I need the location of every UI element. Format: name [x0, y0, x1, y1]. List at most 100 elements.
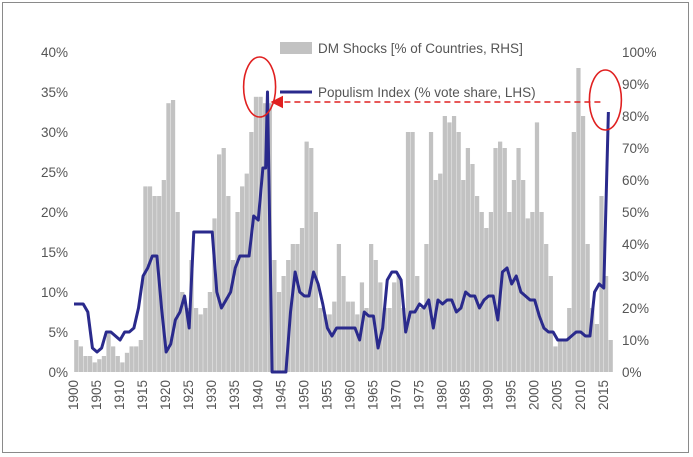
dm-shocks-bars: [74, 68, 613, 373]
dm-shocks-bar: [521, 180, 526, 372]
right-tick-label: 60%: [622, 173, 649, 188]
dm-shocks-bar: [124, 352, 130, 372]
dm-shocks-bar: [304, 141, 309, 372]
x-tick-label: 1980: [435, 380, 450, 410]
dm-shocks-bar: [410, 132, 415, 372]
dm-shocks-bar: [493, 148, 498, 372]
left-tick-label: 5%: [48, 325, 68, 340]
left-tick-label: 25%: [41, 165, 68, 180]
dm-shocks-bar: [516, 148, 521, 372]
dm-shocks-bar: [502, 148, 507, 372]
dm-shocks-bar: [534, 122, 540, 373]
dm-shocks-bar: [309, 148, 314, 372]
x-tick-label: 1910: [112, 380, 127, 410]
x-tick-label: 1970: [389, 380, 404, 410]
x-tick-label: 1945: [273, 380, 288, 410]
right-tick-label: 100%: [622, 45, 657, 60]
dm-shocks-bar: [378, 282, 383, 372]
dm-shocks-bar: [461, 180, 466, 372]
dm-shocks-bar: [433, 180, 438, 372]
dm-shocks-bar: [253, 96, 259, 373]
x-tick-label: 1900: [66, 380, 81, 410]
dm-shocks-bar: [230, 260, 236, 372]
left-tick-label: 20%: [41, 205, 68, 220]
right-axis-ticks: 0% 10% 20% 30% 40% 50% 60% 70% 80% 90% 100%: [622, 45, 657, 380]
dm-shocks-bar: [548, 276, 553, 372]
dm-shocks-bar: [152, 196, 157, 372]
dm-shocks-bar: [544, 244, 549, 372]
dm-shocks-bar: [115, 356, 120, 372]
dm-shocks-bar: [322, 314, 328, 372]
dm-shocks-bar: [474, 196, 480, 372]
dm-shocks-bar: [272, 260, 277, 372]
left-tick-label: 15%: [41, 245, 68, 260]
dm-shocks-bar: [530, 212, 535, 372]
dm-shocks-bar: [101, 356, 107, 372]
x-tick-label: 1985: [458, 380, 473, 410]
x-tick-label: 2005: [550, 380, 565, 410]
dm-shocks-bar: [249, 132, 254, 372]
dm-shocks-bar: [387, 308, 392, 372]
dm-shocks-bar: [143, 186, 148, 372]
x-tick-label: 2010: [573, 380, 588, 410]
dm-shocks-bar: [369, 244, 374, 372]
dm-shocks-bar: [147, 186, 153, 372]
dm-shocks-bar: [286, 260, 291, 372]
annotations: [242, 56, 623, 131]
left-tick-label: 30%: [41, 125, 68, 140]
x-tick-label: 1940: [250, 380, 265, 410]
left-tick-label: 0%: [48, 365, 68, 380]
dm-shocks-bar: [608, 340, 613, 372]
x-tick-label: 1965: [365, 380, 380, 410]
x-tick-label: 1905: [89, 380, 104, 410]
dm-shocks-bar: [327, 314, 332, 372]
x-tick-label: 1990: [481, 380, 496, 410]
dm-shocks-bar: [401, 308, 406, 372]
dm-shocks-bar: [562, 340, 567, 372]
dm-shocks-bar: [120, 362, 125, 372]
right-tick-label: 50%: [622, 205, 649, 220]
dm-shocks-bar: [341, 276, 346, 372]
right-tick-label: 90%: [622, 77, 649, 92]
dm-shocks-bar: [594, 324, 599, 372]
dm-shocks-bar: [189, 260, 194, 372]
dm-shocks-bar: [580, 116, 586, 372]
x-tick-label: 1920: [158, 380, 173, 410]
dm-shocks-bar: [557, 340, 563, 372]
right-tick-label: 40%: [622, 237, 649, 252]
x-tick-label: 1950: [296, 380, 311, 410]
x-tick-label: 1935: [227, 380, 242, 410]
dm-shocks-bar: [364, 308, 369, 372]
x-tick-label: 1960: [342, 380, 357, 410]
right-tick-label: 80%: [622, 109, 649, 124]
dm-shocks-bar: [180, 292, 185, 372]
dm-shocks-bar: [184, 308, 189, 372]
latest-highlight-circle: [588, 69, 623, 131]
populism-index-line: [74, 90, 610, 374]
x-tick-label: 1915: [135, 380, 150, 410]
dm-shocks-bar: [447, 122, 452, 373]
dm-shocks-bar: [585, 244, 590, 372]
dm-shocks-bar: [456, 132, 461, 372]
dm-shocks-bar: [92, 362, 97, 372]
dm-shocks-bar: [295, 244, 300, 372]
x-tick-label: 1925: [181, 380, 196, 410]
left-axis-ticks: 0% 5% 10% 15% 20% 25% 30% 35% 40%: [41, 45, 68, 380]
populism-line-layer: [74, 90, 610, 374]
legend-label-dm-shocks: DM Shocks [% of Countries, RHS]: [318, 41, 523, 56]
dm-shocks-bar: [350, 301, 355, 372]
dm-shocks-bar: [465, 148, 471, 372]
right-tick-label: 30%: [622, 269, 649, 284]
dm-shocks-bar: [161, 180, 166, 372]
x-tick-label: 2000: [527, 380, 542, 410]
dm-shocks-bar: [442, 116, 447, 372]
dm-shocks-bar: [88, 356, 93, 372]
dm-shocks-bar: [576, 68, 581, 372]
dm-shocks-bar: [193, 308, 199, 372]
dm-shocks-bar: [276, 292, 282, 372]
dm-shocks-bar: [175, 212, 180, 372]
dm-shocks-bar: [106, 333, 111, 372]
dm-shocks-bar: [263, 103, 268, 372]
dm-shocks-bar: [134, 346, 139, 372]
x-tick-label: 1995: [504, 380, 519, 410]
